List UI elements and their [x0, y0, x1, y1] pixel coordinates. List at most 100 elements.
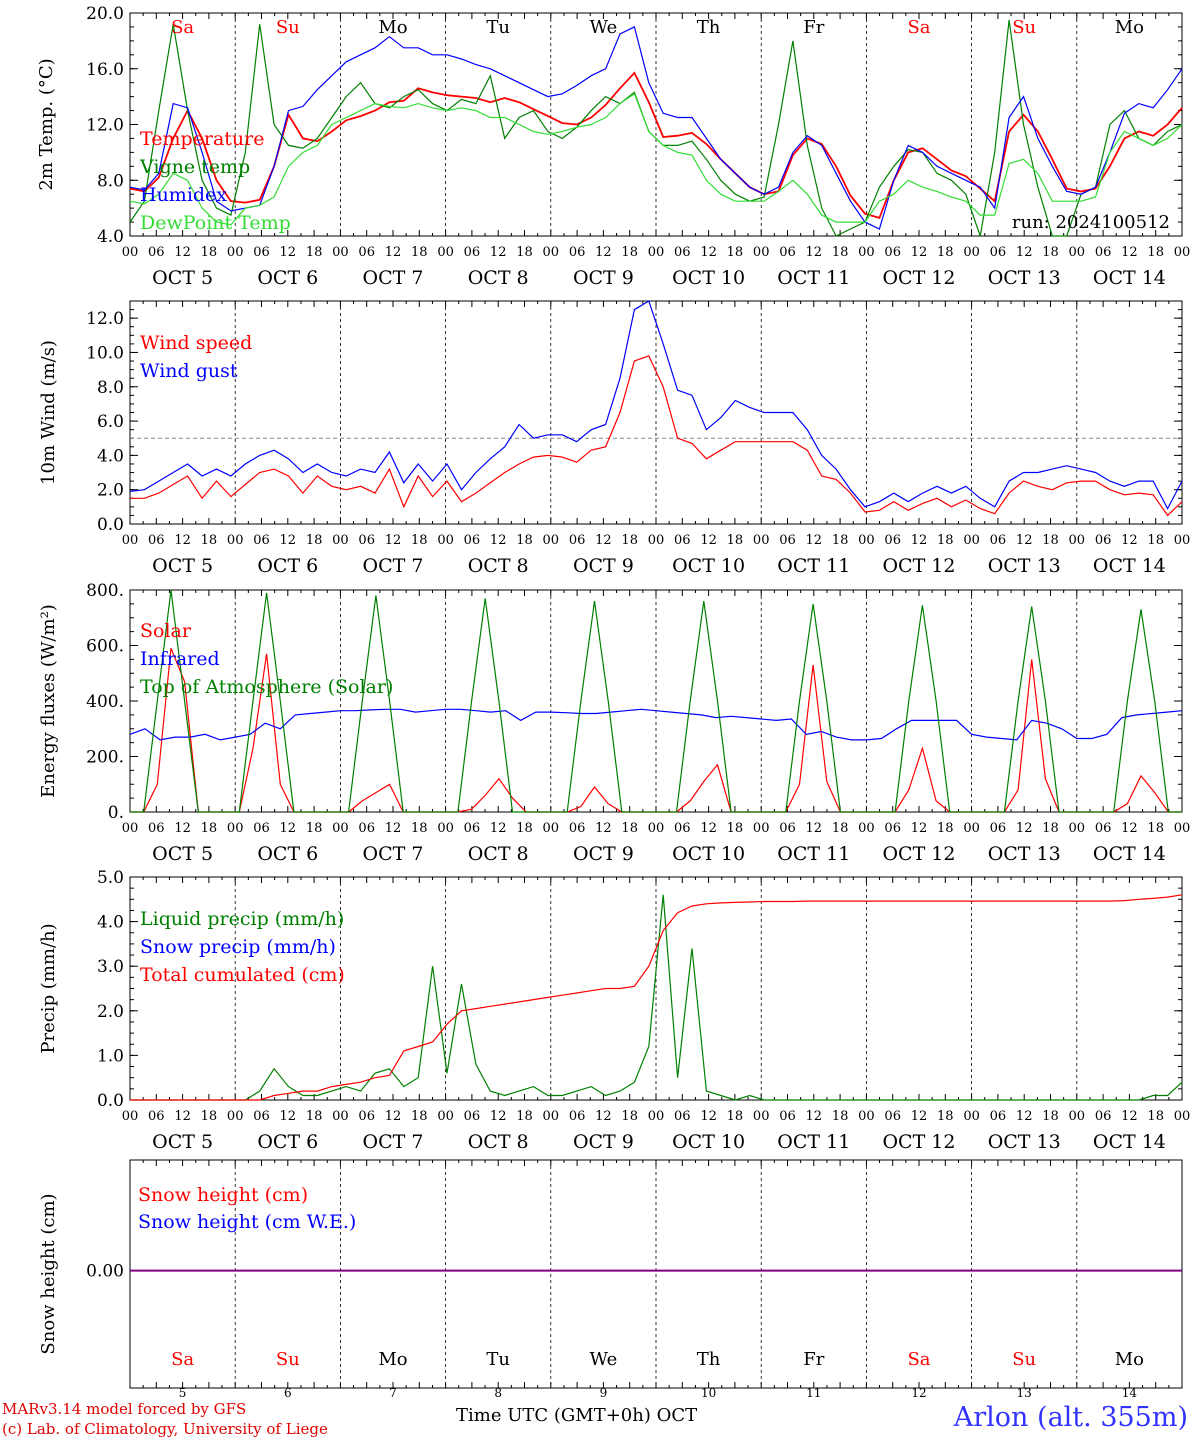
hour-tick-label: 00 [122, 1109, 139, 1124]
y-tick-label: 800. [86, 581, 124, 601]
hour-tick-label: 12 [806, 1109, 823, 1124]
model-credit: MARv3.14 model forced by GFS [2, 1400, 247, 1418]
hour-tick-label: 12 [385, 821, 402, 836]
hour-tick-label: 06 [990, 533, 1007, 548]
hour-tick-label: 06 [990, 1109, 1007, 1124]
hour-tick-label: 00 [963, 245, 980, 260]
hour-tick-label: 18 [411, 245, 428, 260]
hour-tick-label: 00 [753, 245, 770, 260]
day-name-label: Tu [486, 17, 510, 38]
run-label: run: 2024100512 [1012, 212, 1170, 233]
date-label: OCT 12 [882, 843, 955, 865]
hour-tick-label: 00 [1174, 821, 1191, 836]
y-tick-label: 2.0 [97, 481, 124, 501]
hour-tick-label: 12 [911, 821, 928, 836]
y-tick-label: 4.0 [97, 227, 124, 247]
date-label: OCT 7 [363, 843, 424, 865]
hour-tick-label: 18 [621, 1109, 638, 1124]
hour-tick-label: 12 [700, 533, 717, 548]
hour-tick-label: 12 [280, 1109, 297, 1124]
hour-tick-label: 18 [832, 1109, 849, 1124]
date-label: OCT 7 [363, 267, 424, 289]
panel-2: 0.0 2.0 4.0 6.0 8.0 10.0 12.0 10m Wind (m/s) Win… [38, 300, 1191, 577]
day-number-label: 8 [494, 1386, 502, 1400]
hour-tick-label: 00 [1069, 821, 1086, 836]
date-label: OCT 5 [152, 843, 213, 865]
hour-tick-label: 00 [1174, 245, 1191, 260]
hour-tick-label: 18 [516, 533, 533, 548]
hour-tick-label: 18 [516, 821, 533, 836]
day-name-label: Sa [907, 17, 930, 38]
day-name-label: Sa [171, 1349, 194, 1370]
hour-tick-label: 06 [884, 821, 901, 836]
day-number-label: 14 [1122, 1386, 1138, 1400]
hour-tick-label: 06 [1095, 245, 1112, 260]
date-label: OCT 5 [152, 1131, 213, 1153]
y-axis-title: 10m Wind (m/s) [38, 340, 59, 485]
date-label: OCT 10 [672, 1131, 745, 1153]
hour-tick-label: 00 [1069, 533, 1086, 548]
hour-tick-label: 00 [753, 533, 770, 548]
y-axis-title: Snow height (cm) [38, 1193, 59, 1354]
plot-frame [129, 12, 1183, 237]
hour-tick-label: 12 [911, 245, 928, 260]
hour-tick-label: 18 [727, 821, 744, 836]
y-tick-label: 6.0 [97, 412, 124, 432]
date-label: OCT 5 [152, 267, 213, 289]
panel-3: 0. 200. 400. 600. 800. Energy fluxes (W/m²) So… [38, 581, 1190, 865]
legend-entry: Snow height (cm) [138, 1184, 308, 1206]
hour-tick-label: 06 [674, 1109, 691, 1124]
y-tick-label: 2.0 [97, 1002, 124, 1022]
x-axis-label: Time UTC (GMT+0h) OCT [456, 1405, 698, 1426]
hour-tick-label: 06 [779, 821, 796, 836]
hour-tick-label: 18 [727, 1109, 744, 1124]
hour-tick-label: 06 [674, 533, 691, 548]
hour-tick-label: 06 [1095, 533, 1112, 548]
date-label: OCT 12 [882, 555, 955, 577]
hour-tick-label: 00 [648, 533, 665, 548]
hour-tick-label: 12 [700, 821, 717, 836]
hour-tick-label: 12 [1016, 533, 1033, 548]
y-tick-label: 8.0 [97, 171, 124, 191]
hour-tick-label: 12 [174, 533, 191, 548]
hour-tick-label: 12 [595, 821, 612, 836]
hour-tick-label: 18 [1147, 1109, 1164, 1124]
y-tick-label: 8.0 [97, 378, 124, 398]
lab-credit: (c) Lab. of Climatology, University of L… [2, 1420, 328, 1438]
hour-tick-label: 18 [621, 533, 638, 548]
date-label: OCT 10 [672, 555, 745, 577]
hour-tick-label: 06 [884, 1109, 901, 1124]
hour-tick-label: 00 [1174, 533, 1191, 548]
date-label: OCT 8 [468, 267, 529, 289]
date-label: OCT 11 [777, 555, 850, 577]
hour-tick-label: 18 [727, 245, 744, 260]
day-number-label: 10 [701, 1386, 716, 1400]
y-tick-label: 3.0 [97, 957, 124, 977]
date-label: OCT 8 [468, 1131, 529, 1153]
day-name-label: Sa [171, 17, 194, 38]
hour-tick-label: 00 [858, 1109, 875, 1124]
y-tick-label: 200. [86, 748, 124, 768]
plot-frame [129, 300, 1183, 525]
panel-1: 4.0 8.0 12.0 16.0 20.0 2m Temp. (°C) Temperatu… [36, 4, 1190, 289]
y-tick-label: 5.0 [97, 868, 124, 888]
y-tick-label: 4.0 [97, 913, 124, 933]
hour-tick-label: 06 [674, 245, 691, 260]
hour-tick-label: 18 [621, 245, 638, 260]
day-name-label: Fr [803, 1349, 824, 1370]
hour-tick-label: 00 [858, 533, 875, 548]
y-tick-label: 0. [108, 803, 124, 823]
station-name: Arlon (alt. 355m) [953, 1402, 1188, 1433]
hour-tick-label: 12 [595, 245, 612, 260]
date-label: OCT 13 [988, 267, 1061, 289]
hour-tick-label: 18 [937, 821, 954, 836]
date-label: OCT 14 [1093, 555, 1166, 577]
date-label: OCT 6 [257, 1131, 318, 1153]
y-tick-label: 0.00 [86, 1262, 124, 1282]
legend-entry: Top of Atmosphere (Solar) [140, 676, 393, 698]
date-label: OCT 14 [1093, 267, 1166, 289]
hour-tick-label: 06 [569, 1109, 586, 1124]
day-name-label: Mo [378, 17, 407, 38]
legend-entry: Solar [140, 620, 192, 642]
hour-tick-label: 00 [332, 1109, 349, 1124]
